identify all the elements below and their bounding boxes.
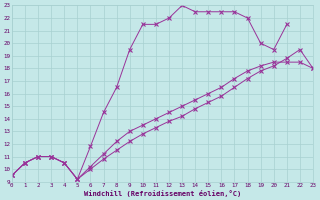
X-axis label: Windchill (Refroidissement éolien,°C): Windchill (Refroidissement éolien,°C)	[84, 190, 241, 197]
